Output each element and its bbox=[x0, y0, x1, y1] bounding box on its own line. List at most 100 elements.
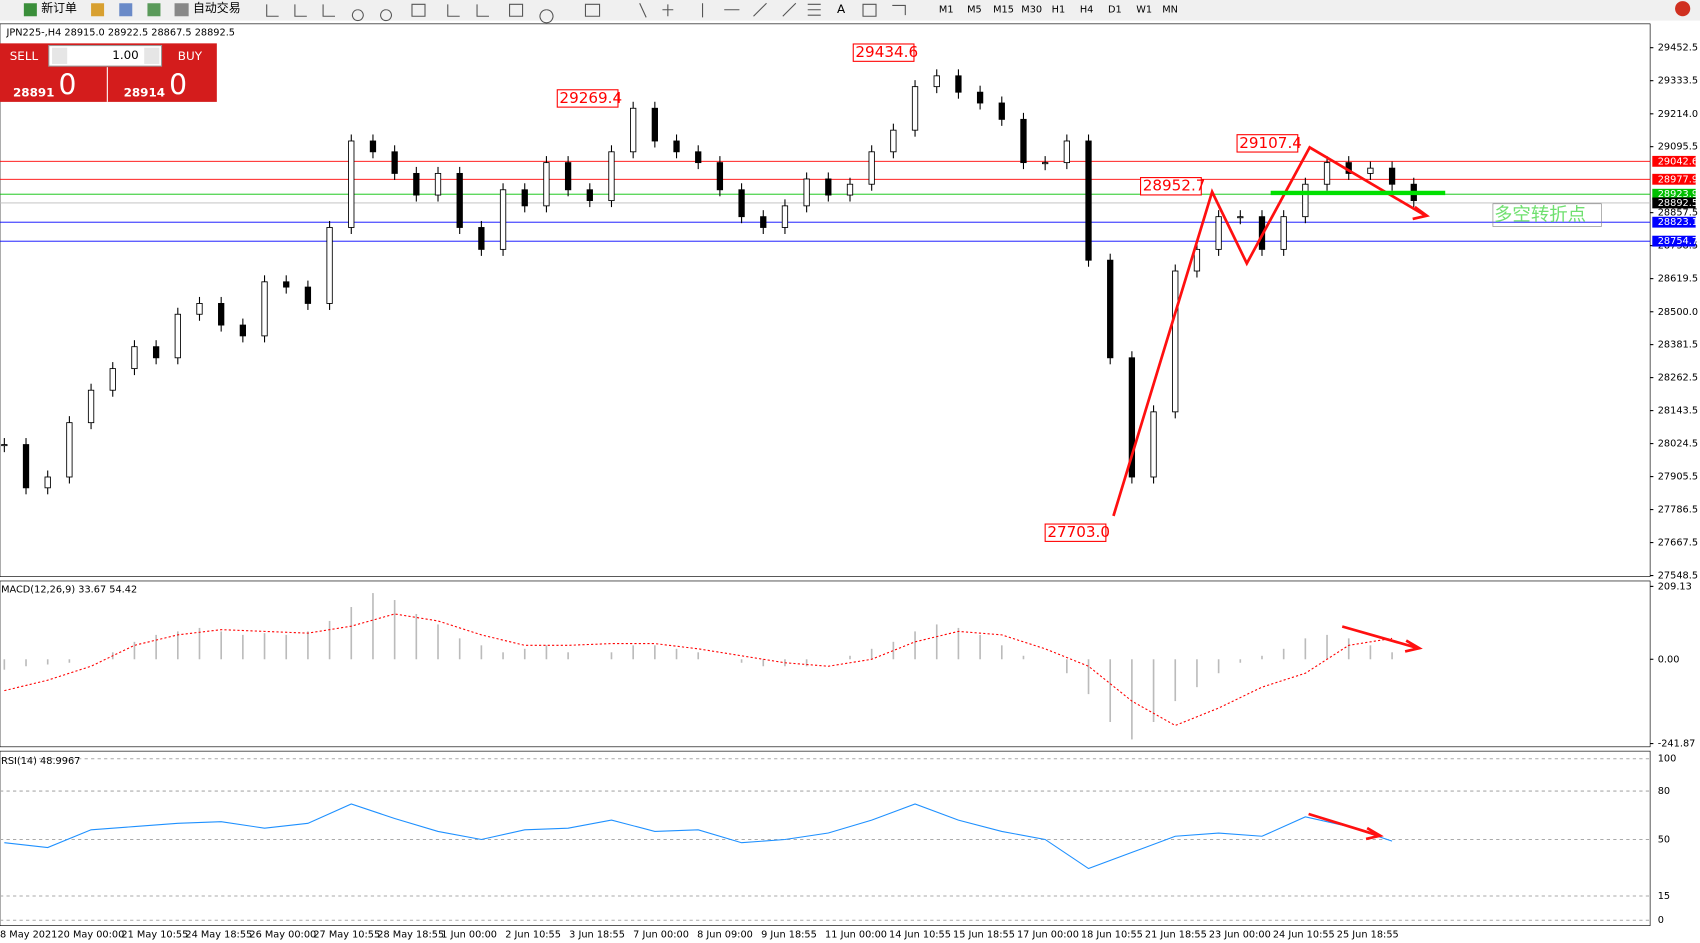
alert-badge[interactable] bbox=[1675, 1, 1691, 17]
timeframe-button[interactable]: W1 bbox=[1136, 5, 1152, 16]
auto-trading-icon[interactable] bbox=[174, 3, 189, 17]
candle bbox=[543, 162, 550, 207]
price-level-label: 28823.1 bbox=[1658, 217, 1698, 228]
ask-pips[interactable]: 0 bbox=[169, 69, 187, 102]
price-annotation: 29269.4 bbox=[559, 89, 622, 107]
y-tick-label: 28262.5 bbox=[1658, 373, 1698, 384]
candle bbox=[1280, 216, 1287, 250]
candle bbox=[586, 189, 593, 202]
y-tick-label: 29095.5 bbox=[1658, 142, 1698, 153]
timeframe-button[interactable]: M30 bbox=[1021, 5, 1042, 16]
y-tick-label: 28381.5 bbox=[1658, 340, 1698, 351]
tool-icon[interactable] bbox=[119, 3, 133, 17]
candle bbox=[868, 151, 875, 185]
candle bbox=[521, 189, 528, 207]
candle bbox=[846, 183, 854, 196]
x-tick-label: 20 May 00:00 bbox=[57, 929, 124, 940]
x-tick-label: 2 Jun 10:55 bbox=[505, 929, 561, 940]
bid-price[interactable]: 28891 bbox=[13, 86, 54, 100]
candle bbox=[348, 140, 355, 228]
new-order-icon[interactable] bbox=[23, 3, 37, 17]
price-level-tag bbox=[1652, 235, 1696, 247]
candle bbox=[304, 286, 312, 304]
price-level-tag bbox=[1652, 197, 1696, 209]
x-tick-label: 7 Jun 00:00 bbox=[633, 929, 689, 940]
x-tick-label: 18 Jun 10:55 bbox=[1081, 929, 1143, 940]
candle bbox=[239, 324, 247, 337]
y-tick-label: 80 bbox=[1658, 786, 1670, 797]
candle bbox=[716, 162, 724, 191]
candle bbox=[803, 178, 810, 207]
timeframe-button[interactable]: M1 bbox=[939, 5, 954, 16]
pivot-box bbox=[1492, 203, 1602, 227]
x-tick-label: 9 Jun 18:55 bbox=[761, 929, 817, 940]
price-annotation: 29107.4 bbox=[1239, 134, 1302, 152]
tool-icon[interactable] bbox=[147, 3, 161, 17]
candle bbox=[911, 86, 919, 131]
timeframe-button[interactable]: H1 bbox=[1052, 5, 1066, 16]
price-level-tag bbox=[1652, 173, 1696, 185]
candle bbox=[955, 75, 962, 93]
lot-size[interactable]: 1.00 bbox=[112, 48, 139, 62]
macd-label: MACD(12,26,9) 33.67 54.42 bbox=[1, 585, 137, 596]
candle bbox=[499, 189, 507, 250]
text-tool[interactable]: A bbox=[837, 2, 846, 16]
timeframe-button[interactable]: H4 bbox=[1080, 5, 1094, 16]
y-tick-label: 15 bbox=[1658, 891, 1670, 902]
y-tick-label: 28024.5 bbox=[1658, 439, 1698, 450]
candle bbox=[413, 172, 420, 196]
auto-trading[interactable]: 自动交易 bbox=[193, 1, 241, 15]
y-tick-label: 100 bbox=[1658, 754, 1677, 765]
candle bbox=[174, 313, 181, 359]
tool-icons bbox=[266, 2, 906, 24]
candle bbox=[369, 140, 377, 153]
candle bbox=[218, 303, 225, 326]
tool-icon[interactable] bbox=[91, 3, 105, 17]
x-tick-label: 24 May 18:55 bbox=[185, 929, 252, 940]
candle bbox=[261, 281, 268, 337]
rsi-label: RSI(14) 48.9967 bbox=[1, 756, 80, 767]
new-order[interactable]: 新订单 bbox=[41, 1, 77, 15]
price-annotation-box bbox=[556, 89, 619, 108]
candle bbox=[890, 129, 897, 153]
x-tick-label: 21 Jun 18:55 bbox=[1145, 929, 1207, 940]
ask-price[interactable]: 28914 bbox=[124, 86, 165, 100]
sell-button[interactable]: SELL bbox=[10, 49, 39, 63]
candle bbox=[391, 151, 398, 174]
x-tick-label: 23 Jun 00:00 bbox=[1209, 929, 1271, 940]
candle bbox=[196, 303, 203, 315]
candle bbox=[1215, 216, 1222, 250]
timeframe-button[interactable]: M5 bbox=[967, 5, 982, 16]
timeframe-button[interactable]: D1 bbox=[1108, 5, 1122, 16]
candle bbox=[695, 151, 702, 164]
y-tick-label: 209.13 bbox=[1658, 581, 1692, 592]
price-level-label: 29042.6 bbox=[1658, 156, 1698, 167]
price-annotation-box bbox=[1236, 134, 1299, 153]
bid-pips[interactable]: 0 bbox=[59, 69, 77, 102]
candle bbox=[1367, 167, 1374, 174]
candle bbox=[22, 444, 30, 489]
candle bbox=[1237, 216, 1244, 219]
candle bbox=[434, 172, 442, 196]
price-level-tag bbox=[1652, 188, 1696, 200]
candle bbox=[781, 205, 789, 228]
price-level-tag bbox=[1652, 216, 1696, 228]
x-tick-label: 25 Jun 18:55 bbox=[1337, 929, 1399, 940]
timeframe-button[interactable]: M15 bbox=[993, 5, 1014, 16]
macd-signal bbox=[4, 613, 1393, 727]
candle bbox=[1302, 183, 1309, 218]
x-tick-label: 24 Jun 10:55 bbox=[1273, 929, 1335, 940]
candle bbox=[1388, 167, 1396, 185]
trend-arrows bbox=[1112, 145, 1430, 841]
x-tick-label: 26 May 00:00 bbox=[249, 929, 316, 940]
buy-button[interactable]: BUY bbox=[178, 49, 203, 63]
candle bbox=[1323, 162, 1331, 185]
y-tick-label: 50 bbox=[1658, 834, 1670, 845]
price-level-label: 28977.9 bbox=[1658, 174, 1698, 185]
timeframe-button[interactable]: MN bbox=[1162, 5, 1178, 16]
candle bbox=[564, 162, 572, 191]
rsi-line bbox=[4, 803, 1393, 870]
x-tick-label: 28 May 18:55 bbox=[377, 929, 444, 940]
price-annotation-box bbox=[852, 43, 915, 62]
